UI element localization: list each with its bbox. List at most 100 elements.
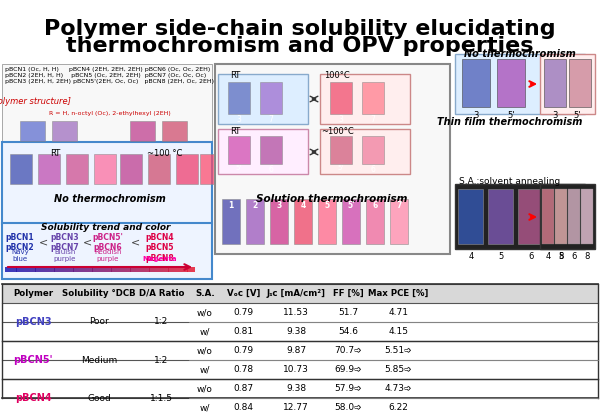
FancyBboxPatch shape	[47, 267, 49, 272]
FancyBboxPatch shape	[153, 267, 155, 272]
FancyBboxPatch shape	[49, 267, 50, 272]
FancyBboxPatch shape	[87, 267, 89, 272]
FancyBboxPatch shape	[60, 267, 62, 272]
FancyBboxPatch shape	[455, 54, 585, 114]
Text: Polymer: Polymer	[13, 289, 53, 298]
FancyBboxPatch shape	[140, 267, 142, 272]
FancyBboxPatch shape	[148, 154, 170, 184]
FancyBboxPatch shape	[162, 121, 187, 141]
Text: No thermochromism: No thermochromism	[54, 194, 166, 204]
FancyBboxPatch shape	[174, 267, 176, 272]
Text: RT: RT	[230, 71, 240, 80]
Text: ~100 °C: ~100 °C	[148, 149, 182, 158]
Text: pBCN5': pBCN5'	[13, 355, 53, 365]
FancyBboxPatch shape	[16, 267, 19, 272]
FancyBboxPatch shape	[107, 267, 110, 272]
Text: Medium: Medium	[81, 355, 117, 365]
FancyBboxPatch shape	[73, 267, 76, 272]
Text: 3: 3	[236, 115, 241, 124]
Text: ~100°C: ~100°C	[320, 127, 353, 136]
Text: 58.0➩: 58.0➩	[335, 403, 362, 412]
FancyBboxPatch shape	[318, 199, 336, 244]
Text: <: <	[38, 237, 47, 247]
Text: 1:2: 1:2	[154, 318, 169, 326]
FancyBboxPatch shape	[148, 267, 149, 272]
FancyBboxPatch shape	[184, 267, 185, 272]
Text: 4: 4	[301, 201, 305, 210]
FancyBboxPatch shape	[20, 267, 22, 272]
Text: 5: 5	[559, 252, 563, 261]
Text: thermochromism and OPV properties: thermochromism and OPV properties	[66, 36, 534, 56]
FancyBboxPatch shape	[43, 267, 45, 272]
Text: RT: RT	[50, 149, 60, 158]
Text: 6: 6	[529, 252, 533, 261]
Text: 7: 7	[269, 115, 274, 124]
Text: 2: 2	[253, 201, 257, 210]
FancyBboxPatch shape	[294, 199, 312, 244]
FancyBboxPatch shape	[144, 267, 146, 272]
FancyBboxPatch shape	[94, 267, 96, 272]
Text: 8: 8	[559, 252, 563, 261]
Text: pBCN3
pBCN7: pBCN3 pBCN7	[50, 233, 79, 252]
FancyBboxPatch shape	[106, 267, 108, 272]
FancyBboxPatch shape	[159, 267, 161, 272]
Text: R = H, n-octyl (Oc), 2-ethylhexyl (2EH): R = H, n-octyl (Oc), 2-ethylhexyl (2EH)	[49, 111, 171, 116]
Text: 3: 3	[338, 115, 343, 124]
FancyBboxPatch shape	[458, 189, 483, 244]
FancyBboxPatch shape	[568, 189, 580, 244]
FancyBboxPatch shape	[121, 267, 123, 272]
FancyBboxPatch shape	[218, 129, 308, 174]
Text: 57.9➩: 57.9➩	[335, 384, 362, 393]
FancyBboxPatch shape	[58, 267, 60, 272]
FancyBboxPatch shape	[497, 59, 525, 107]
Text: 4.73➩: 4.73➩	[385, 384, 412, 393]
FancyBboxPatch shape	[182, 267, 184, 272]
Text: S.A.:solvent annealing: S.A.:solvent annealing	[460, 177, 560, 186]
FancyBboxPatch shape	[151, 267, 154, 272]
FancyBboxPatch shape	[96, 267, 98, 272]
FancyBboxPatch shape	[161, 267, 163, 272]
Text: Poor: Poor	[89, 318, 109, 326]
FancyBboxPatch shape	[71, 267, 74, 272]
Text: 6: 6	[269, 165, 274, 174]
FancyBboxPatch shape	[555, 189, 567, 244]
Text: Thin film thermochromism: Thin film thermochromism	[437, 117, 583, 127]
Text: Reddish
purple: Reddish purple	[94, 249, 122, 262]
FancyBboxPatch shape	[320, 74, 410, 124]
FancyBboxPatch shape	[62, 267, 64, 272]
Text: 5': 5'	[507, 111, 515, 120]
FancyBboxPatch shape	[540, 184, 595, 249]
Text: 10.73: 10.73	[283, 365, 309, 374]
FancyBboxPatch shape	[37, 267, 40, 272]
Text: 100°C: 100°C	[324, 71, 350, 80]
FancyBboxPatch shape	[76, 267, 77, 272]
FancyBboxPatch shape	[390, 199, 408, 244]
Text: w/o: w/o	[197, 308, 213, 317]
FancyBboxPatch shape	[55, 267, 56, 272]
FancyBboxPatch shape	[176, 267, 178, 272]
FancyBboxPatch shape	[28, 267, 30, 272]
FancyBboxPatch shape	[24, 267, 26, 272]
Text: 4: 4	[545, 252, 551, 261]
FancyBboxPatch shape	[193, 267, 195, 272]
Text: FF [%]: FF [%]	[333, 289, 364, 298]
Text: S.A.: S.A.	[195, 289, 215, 298]
Text: 0.81: 0.81	[233, 327, 254, 336]
Text: pBCN1
pBCN2: pBCN1 pBCN2	[5, 233, 34, 252]
FancyBboxPatch shape	[52, 121, 77, 141]
Text: Solubility °DCB: Solubility °DCB	[62, 289, 136, 298]
Text: RT: RT	[230, 127, 240, 136]
FancyBboxPatch shape	[136, 267, 138, 272]
FancyBboxPatch shape	[45, 267, 47, 272]
FancyBboxPatch shape	[222, 199, 240, 244]
FancyBboxPatch shape	[185, 267, 187, 272]
FancyBboxPatch shape	[50, 267, 53, 272]
FancyBboxPatch shape	[32, 267, 34, 272]
FancyBboxPatch shape	[70, 267, 71, 272]
Text: 6.22: 6.22	[389, 403, 409, 412]
Text: 6: 6	[371, 165, 376, 174]
FancyBboxPatch shape	[455, 184, 585, 249]
Text: 1: 1	[229, 201, 233, 210]
FancyBboxPatch shape	[320, 129, 410, 174]
FancyBboxPatch shape	[34, 267, 35, 272]
